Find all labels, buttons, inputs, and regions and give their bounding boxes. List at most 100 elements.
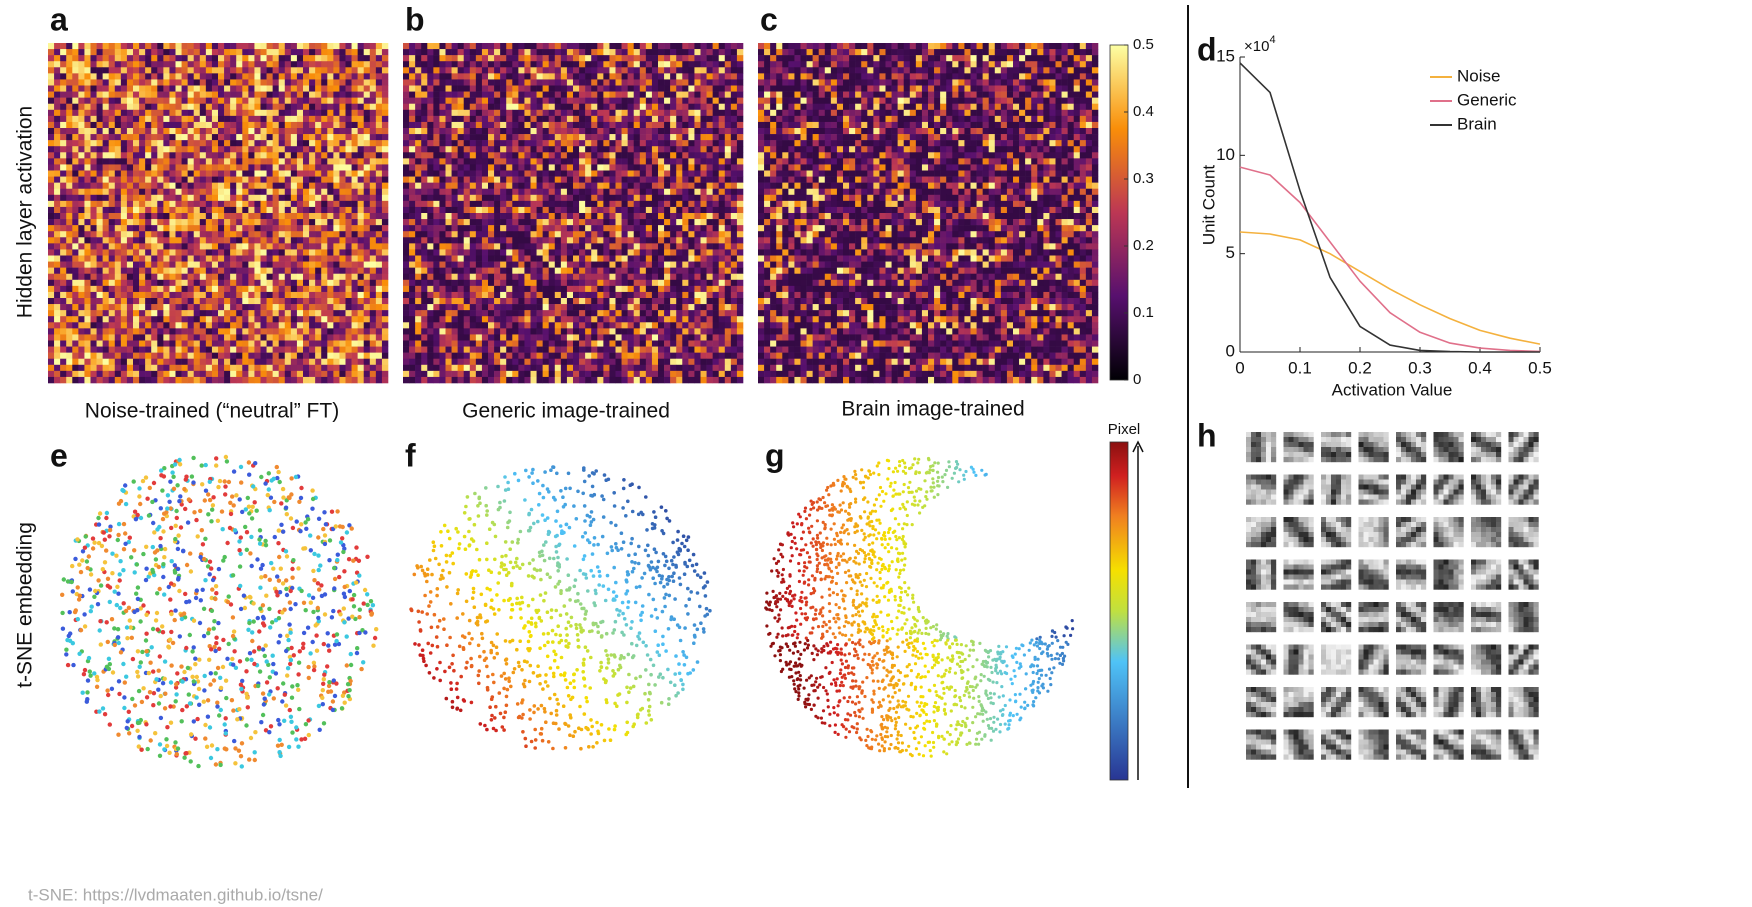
heatmap-cell [573, 134, 579, 140]
heatmap-cell [54, 104, 60, 110]
heatmap-cell [72, 201, 78, 207]
heatmap-cell [230, 347, 236, 353]
heatmap-cell [616, 116, 622, 122]
heatmap-cell [236, 347, 242, 353]
heatmap-cell [72, 316, 78, 322]
heatmap-cell [427, 152, 433, 158]
heatmap-cell [470, 79, 476, 85]
heatmap-cell [494, 128, 500, 134]
heatmap-cell [421, 79, 427, 85]
heatmap-cell [682, 122, 688, 128]
heatmap-cell [303, 207, 309, 213]
heatmap-cell [115, 116, 121, 122]
heatmap-cell [91, 171, 97, 177]
heatmap-cell [242, 49, 248, 55]
heatmap-cell [327, 128, 333, 134]
heatmap-cell [285, 61, 291, 67]
heatmap-cell [115, 231, 121, 237]
heatmap-cell [707, 104, 713, 110]
heatmap-cell [109, 249, 115, 255]
heatmap-cell [115, 268, 121, 274]
heatmap-cell [688, 219, 694, 225]
heatmap-cell [139, 213, 145, 219]
heatmap-cell [585, 195, 591, 201]
heatmap-cell [236, 104, 242, 110]
heatmap-cell [254, 55, 260, 61]
heatmap-cell [549, 225, 555, 231]
heatmap-cell [339, 122, 345, 128]
heatmap-cell [543, 237, 549, 243]
heatmap-cell [139, 98, 145, 104]
heatmap-cell [303, 243, 309, 249]
heatmap-cell [543, 177, 549, 183]
heatmap-cell [72, 371, 78, 377]
heatmap-cell [382, 274, 388, 280]
heatmap-cell [652, 231, 658, 237]
heatmap-cell [176, 237, 182, 243]
heatmap-cell [133, 104, 139, 110]
heatmap-cell [446, 116, 452, 122]
heatmap-cell [48, 322, 54, 328]
heatmap-cell [458, 43, 464, 49]
heatmap-cell [291, 86, 297, 92]
heatmap-cell [676, 116, 682, 122]
heatmap-cell [78, 280, 84, 286]
heatmap-cell [573, 110, 579, 116]
heatmap-cell [212, 292, 218, 298]
heatmap-cell [585, 134, 591, 140]
heatmap-cell [254, 280, 260, 286]
heatmap-cell [403, 134, 409, 140]
heatmap-cell [145, 225, 151, 231]
heatmap-cell [248, 347, 254, 353]
heatmap-cell [254, 274, 260, 280]
heatmap-cell [254, 225, 260, 231]
heatmap-cell [54, 316, 60, 322]
heatmap-cell [658, 92, 664, 98]
heatmap-cell [382, 262, 388, 268]
heatmap-cell [573, 43, 579, 49]
heatmap-cell [66, 49, 72, 55]
heatmap-cell [458, 201, 464, 207]
heatmap-cell [458, 98, 464, 104]
heatmap-cell [169, 280, 175, 286]
heatmap-cell [537, 98, 543, 104]
heatmap-cell [194, 43, 200, 49]
heatmap-cell [157, 201, 163, 207]
heatmap-cell [291, 79, 297, 85]
heatmap-cell [339, 377, 345, 383]
heatmap-cell [415, 92, 421, 98]
heatmap-cell [218, 201, 224, 207]
heatmap-cell [91, 322, 97, 328]
heatmap-cell [230, 286, 236, 292]
heatmap-cell [446, 92, 452, 98]
heatmap-cell [60, 122, 66, 128]
heatmap-cell [427, 128, 433, 134]
heatmap-cell [224, 328, 230, 334]
heatmap-cell [139, 341, 145, 347]
heatmap-cell [212, 328, 218, 334]
heatmap-cell [84, 152, 90, 158]
heatmap-cell [352, 79, 358, 85]
heatmap-cell [573, 122, 579, 128]
heatmap-cell [470, 140, 476, 146]
heatmap-cell [537, 55, 543, 61]
heatmap-cell [622, 164, 628, 170]
heatmap-cell [364, 195, 370, 201]
heatmap-cell [309, 152, 315, 158]
heatmap-cell [182, 98, 188, 104]
heatmap-cell [242, 213, 248, 219]
heatmap-cell [731, 98, 737, 104]
heatmap-cell [646, 61, 652, 67]
heatmap-cell [531, 79, 537, 85]
heatmap-cell [297, 207, 303, 213]
heatmap-cell [321, 207, 327, 213]
heatmap-cell [297, 280, 303, 286]
heatmap-cell [382, 49, 388, 55]
heatmap-cell [427, 231, 433, 237]
heatmap-cell [224, 122, 230, 128]
heatmap-cell [333, 67, 339, 73]
heatmap-cell [309, 280, 315, 286]
heatmap-cell [382, 341, 388, 347]
heatmap-cell [640, 201, 646, 207]
heatmap-cell [403, 177, 409, 183]
